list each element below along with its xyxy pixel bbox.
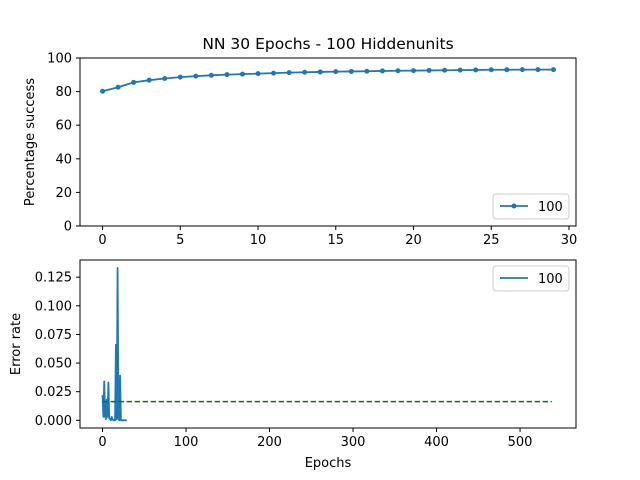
top-data-point <box>395 68 401 74</box>
bottom-x-tick-label: 100 <box>174 435 199 450</box>
top-data-point <box>177 74 183 80</box>
top-y-axis-label: Percentage success <box>23 78 38 206</box>
top-data-point <box>115 84 121 90</box>
top-y-tick-label: 60 <box>55 119 72 134</box>
top-data-point <box>100 88 106 94</box>
top-y-tick-label: 100 <box>47 52 72 67</box>
bottom-x-tick-label: 0 <box>98 435 106 450</box>
top-legend-marker <box>511 203 517 209</box>
top-y-tick-label: 40 <box>55 152 72 167</box>
bottom-x-tick-label: 300 <box>341 435 366 450</box>
top-data-point <box>317 69 323 75</box>
bottom-y-tick-label: 0.100 <box>35 299 72 314</box>
bottom-series-layer <box>101 267 552 422</box>
top-legend-label: 100 <box>538 200 563 215</box>
bottom-y-tick-label: 0.125 <box>35 271 72 286</box>
top-data-point <box>535 67 541 73</box>
top-legend: 100 <box>492 193 570 220</box>
top-x-tick-label: 20 <box>405 233 422 248</box>
top-x-tick-label: 25 <box>483 233 500 248</box>
bottom-y-tick-label: 0.025 <box>35 385 72 400</box>
top-data-point <box>193 73 199 79</box>
top-series-line <box>102 68 554 93</box>
top-x-tick-label: 5 <box>176 233 184 248</box>
top-x-tick-label: 10 <box>250 233 267 248</box>
bottom-axis-ticks: 0 100 200 300 400 500 0.000 0.025 0.050 0.075 0.10… <box>35 271 533 450</box>
top-data-point <box>348 68 354 74</box>
bottom-legend-label: 100 <box>538 272 563 287</box>
top-plot-frame <box>79 57 577 227</box>
top-legend-box <box>492 193 570 220</box>
bottom-legend-box <box>492 265 570 292</box>
top-data-point <box>208 72 214 78</box>
top-series-layer <box>100 67 556 94</box>
bottom-y-tick-label: 0.075 <box>35 328 72 343</box>
top-data-point <box>333 69 339 75</box>
top-x-tick-label: 15 <box>328 233 345 248</box>
top-data-point <box>504 67 510 73</box>
bottom-legend: 100 <box>492 265 570 292</box>
top-subplot: NN 30 Epochs - 100 Hiddenunits Percentag… <box>23 35 577 248</box>
bottom-x-tick-label: 500 <box>508 435 533 450</box>
bottom-y-axis-label: Error rate <box>9 313 24 375</box>
top-data-point <box>146 77 152 83</box>
bottom-plot-frame <box>79 259 577 429</box>
top-data-point <box>302 69 308 75</box>
top-data-point <box>239 71 245 77</box>
top-data-point <box>488 67 494 73</box>
bottom-x-tick-label: 400 <box>424 435 449 450</box>
bottom-y-tick-label: 0.050 <box>35 357 72 372</box>
top-data-point <box>286 70 292 76</box>
top-data-point <box>550 67 556 73</box>
top-data-point <box>442 67 448 73</box>
top-data-point <box>426 67 432 73</box>
top-axis-ticks: 0 5 10 15 20 25 30 0 20 40 60 80 100 <box>47 52 577 249</box>
top-data-point <box>473 67 479 73</box>
top-data-point <box>411 68 417 74</box>
top-y-tick-label: 20 <box>55 186 72 201</box>
top-chart-title: NN 30 Epochs - 100 Hiddenunits <box>202 35 453 53</box>
top-x-tick-label: 30 <box>561 233 578 248</box>
top-data-point <box>131 79 137 85</box>
top-data-point <box>457 67 463 73</box>
top-data-point <box>162 75 168 81</box>
top-data-point <box>255 71 261 77</box>
bottom-y-tick-label: 0.000 <box>35 414 72 429</box>
top-data-point <box>519 67 525 73</box>
top-y-tick-label: 0 <box>64 220 72 235</box>
top-data-point <box>364 68 370 74</box>
bottom-series-line <box>101 267 127 422</box>
top-x-tick-label: 0 <box>98 233 106 248</box>
bottom-x-axis-label: Epochs <box>305 456 352 471</box>
top-y-tick-label: 80 <box>55 85 72 100</box>
bottom-x-tick-label: 200 <box>257 435 282 450</box>
bottom-subplot: Error rate Epochs 0 100 200 300 400 5000.0000… <box>9 259 577 471</box>
top-data-point <box>271 70 277 76</box>
top-data-point <box>224 72 230 78</box>
top-data-point <box>379 68 385 74</box>
